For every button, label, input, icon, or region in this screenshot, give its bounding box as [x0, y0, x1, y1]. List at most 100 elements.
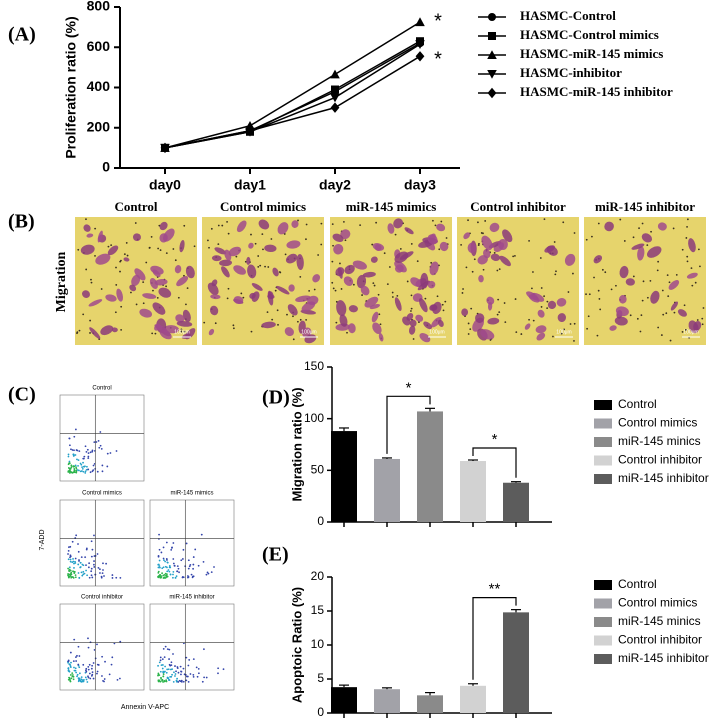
- event-dot: [181, 576, 184, 578]
- line: [164, 21, 421, 149]
- event-dot: [89, 677, 92, 680]
- bar: [503, 482, 529, 522]
- event-dot: [69, 575, 72, 577]
- pore: [107, 245, 110, 248]
- event-dot: [74, 562, 77, 564]
- cell: [387, 223, 395, 234]
- pore: [130, 291, 132, 294]
- event-dot: [74, 454, 77, 456]
- event-dot: [163, 680, 166, 683]
- pore: [94, 227, 97, 230]
- event-dot: [177, 681, 180, 683]
- bar: [374, 689, 400, 713]
- event-dot: [182, 548, 185, 551]
- event-dot: [167, 668, 170, 671]
- event-dot: [75, 466, 77, 468]
- event-dot: [172, 576, 174, 579]
- event-dot: [174, 576, 177, 579]
- cell: [247, 264, 257, 279]
- legend-label: Control: [618, 577, 657, 591]
- event-dot: [101, 572, 104, 575]
- cell: [490, 253, 501, 262]
- cell: [631, 243, 645, 250]
- event-dot: [185, 656, 188, 659]
- legend-label: Control inhibitor: [618, 633, 702, 647]
- event-dot: [164, 665, 166, 668]
- pore: [235, 255, 238, 258]
- event-dot: [91, 664, 94, 667]
- pore: [180, 328, 183, 331]
- event-dot: [70, 466, 73, 469]
- pore: [284, 253, 287, 256]
- x-axis-label: Annexin V-APC: [121, 704, 169, 711]
- event-dot: [80, 676, 83, 679]
- legend-label: miR-145 inhibitor: [618, 651, 709, 665]
- pore: [274, 289, 277, 292]
- pore: [641, 222, 644, 225]
- significance-bracket: [472, 447, 517, 478]
- pore: [120, 305, 123, 308]
- event-dot: [187, 680, 190, 683]
- cell: [557, 313, 567, 323]
- scale-bar-label: 100μm: [683, 329, 698, 335]
- pore: [498, 311, 501, 314]
- event-dot: [106, 452, 109, 455]
- cell: [107, 245, 119, 256]
- cell: [556, 298, 567, 307]
- pore: [424, 297, 427, 300]
- event-dot: [87, 566, 90, 569]
- pore: [297, 219, 299, 222]
- cell: [486, 296, 495, 305]
- event-dot: [73, 571, 76, 573]
- pore: [165, 285, 167, 288]
- line: [164, 40, 421, 149]
- event-dot: [111, 574, 114, 576]
- event-dot: [185, 675, 188, 678]
- event-dot: [87, 452, 90, 454]
- bar: [331, 687, 357, 713]
- event-dot: [197, 672, 200, 675]
- event-dot: [73, 449, 75, 452]
- event-dot: [74, 574, 77, 577]
- plot-title: miR-145 mimics: [170, 491, 213, 497]
- pore: [573, 322, 576, 325]
- event-dot: [80, 463, 83, 466]
- event-dot: [171, 668, 174, 670]
- cell: [593, 255, 603, 264]
- event-dot: [189, 673, 192, 675]
- event-dot: [84, 445, 87, 448]
- event-dot: [195, 666, 198, 669]
- event-dot: [159, 659, 162, 662]
- event-dot: [91, 548, 94, 551]
- event-dot: [69, 467, 72, 470]
- cell: [615, 306, 629, 317]
- cell: [163, 325, 180, 334]
- pore: [567, 291, 570, 293]
- event-dot: [168, 658, 170, 660]
- event-dot: [90, 667, 93, 670]
- pore: [134, 222, 137, 224]
- event-dot: [182, 667, 185, 670]
- event-dot: [84, 676, 87, 679]
- pore: [467, 219, 469, 222]
- event-dot: [96, 670, 99, 673]
- pore: [156, 296, 159, 299]
- pore: [89, 319, 92, 322]
- cell: [158, 287, 172, 298]
- pore: [560, 332, 563, 335]
- event-dot: [162, 681, 164, 683]
- cell: [175, 314, 185, 323]
- event-dot: [70, 448, 72, 451]
- pore: [177, 296, 180, 299]
- pore: [623, 240, 626, 242]
- pore: [142, 281, 145, 283]
- pore: [344, 239, 347, 242]
- pore: [180, 330, 183, 333]
- cell: [182, 309, 191, 323]
- event-dot: [162, 673, 165, 676]
- event-dot: [176, 667, 179, 670]
- event-dot: [171, 547, 173, 549]
- event-dot: [67, 572, 70, 575]
- event-dot: [72, 558, 74, 560]
- cell: [524, 323, 531, 330]
